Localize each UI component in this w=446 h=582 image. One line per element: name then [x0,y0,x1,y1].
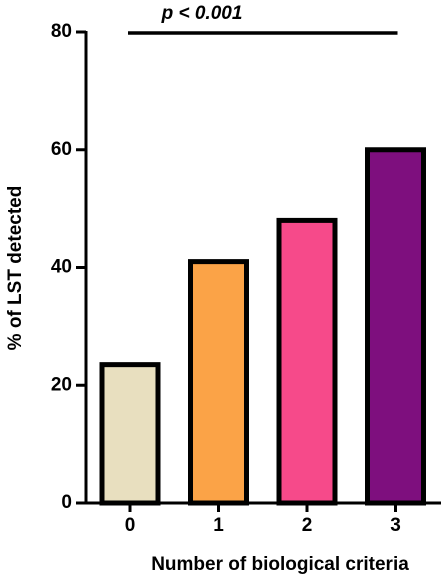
y-tick-label: 80 [51,21,72,42]
y-axis-label: % of LST detected [5,186,26,351]
y-tick-label: 20 [51,374,72,395]
y-tick-label: 60 [51,139,72,160]
x-tick-label: 1 [213,515,224,536]
x-axis-label: Number of biological criteria [151,554,409,575]
x-tick-label: 3 [390,515,401,536]
annotation: p < 0.001 [161,3,243,24]
y-tick-label: 0 [61,492,72,513]
y-tick-label: 40 [51,257,72,278]
x-tick-label: 2 [302,515,313,536]
bar [365,147,426,506]
bar [188,259,249,506]
bar [99,362,161,506]
x-tick-label: 0 [125,515,136,536]
bar [276,217,338,506]
